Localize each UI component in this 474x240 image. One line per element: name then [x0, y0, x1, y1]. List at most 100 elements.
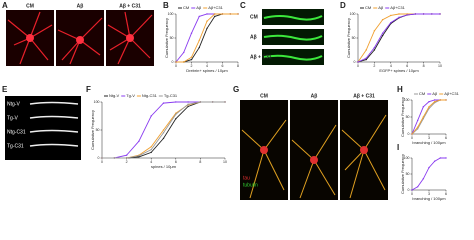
point: [365, 49, 367, 51]
x-axis-label: EGFP+ spines / 10μm: [379, 68, 419, 73]
y-tick-label: 50: [406, 172, 410, 176]
y-axis-label: Cumulative Frequency: [400, 154, 405, 194]
point: [411, 133, 413, 135]
point: [150, 146, 152, 148]
x-tick-label: 8: [199, 160, 201, 164]
y-tick-label: 50: [352, 36, 356, 40]
legend-label: Aβ+C31: [444, 91, 459, 96]
point: [439, 157, 442, 159]
x-tick-label: 0: [175, 64, 177, 68]
point: [138, 155, 140, 157]
point: [445, 99, 447, 101]
point: [175, 113, 177, 116]
point: [212, 101, 214, 103]
series-line: [411, 157, 446, 191]
point: [373, 30, 376, 32]
point: [183, 61, 185, 63]
point: [357, 61, 359, 63]
point: [365, 58, 367, 61]
y-tick-label: 0: [408, 188, 410, 192]
point: [416, 126, 419, 128]
y-tick-label: 0: [354, 60, 356, 64]
x-tick-label: 0: [411, 192, 413, 196]
image-label: Aβ + C31: [119, 3, 141, 9]
point: [414, 13, 417, 15]
panel-c-images: CM Aβ Aβ + C31: [250, 9, 324, 65]
panel-letter: F: [86, 85, 91, 94]
legend-label: Aβ+C31: [208, 5, 223, 10]
point: [214, 13, 216, 15]
point: [206, 27, 208, 30]
y-axis-label: Cumulative Frequency: [400, 97, 405, 137]
point: [398, 13, 400, 15]
point: [416, 119, 419, 122]
point: [224, 101, 226, 103]
point: [416, 186, 419, 188]
point: [162, 137, 165, 140]
legend-label: Aβ: [432, 91, 438, 96]
image-label: Tg-V: [7, 115, 19, 121]
point: [381, 32, 384, 34]
point: [183, 51, 185, 54]
point: [150, 151, 152, 154]
x-tick-label: 8: [423, 64, 425, 68]
point: [422, 13, 425, 15]
x-tick-label: 4: [206, 64, 208, 68]
y-tick-label: 100: [350, 12, 356, 16]
panel-letter: A: [2, 1, 8, 10]
image-label: Aβ: [77, 3, 84, 9]
point: [229, 13, 231, 15]
y-axis-label: Cumulative Frequency: [346, 18, 351, 58]
point: [162, 132, 165, 134]
point: [422, 178, 425, 180]
panel-g-images: CM Aβ Aβ + C31 tau tubulin: [240, 93, 388, 200]
x-axis-label: branching / 100μm: [412, 140, 446, 145]
legend-label: CM: [183, 5, 189, 10]
point: [101, 157, 103, 159]
point: [187, 103, 189, 105]
x-tick-label: 6: [406, 64, 408, 68]
point: [428, 166, 430, 169]
image-label: Aβ + C31: [353, 93, 375, 99]
x-tick-label: 2: [126, 160, 128, 164]
point: [150, 115, 152, 117]
point: [445, 157, 447, 159]
point: [433, 160, 436, 162]
panel-letter: G: [233, 85, 239, 94]
panel-a-images: CM Aβ Aβ + C31: [6, 3, 154, 66]
point: [390, 21, 392, 24]
point: [398, 16, 400, 19]
point: [113, 157, 116, 159]
point: [381, 19, 384, 21]
point: [138, 140, 140, 142]
point: [365, 57, 367, 59]
image-label: Ntg-V: [7, 101, 20, 107]
x-tick-label: 0: [101, 160, 103, 164]
point: [416, 128, 419, 130]
x-tick-label: 6: [175, 160, 177, 164]
x-tick-label: 6: [445, 136, 447, 140]
point: [198, 15, 200, 18]
image-label: Aβ + C31: [250, 54, 272, 60]
y-tick-label: 50: [170, 36, 174, 40]
point: [214, 15, 216, 18]
image-label: Aβ: [250, 34, 257, 40]
legend-label: Aβ: [378, 5, 384, 10]
point: [187, 101, 189, 103]
point: [433, 101, 436, 103]
stain-label: tubulin: [243, 182, 258, 188]
y-tick-label: 100: [404, 156, 410, 160]
point: [406, 13, 408, 15]
image-label: Aβ: [311, 93, 318, 99]
figure: CM Aβ Aβ + C31 CM Aβ Aβ + C31 Ntg-V Tg-V…: [2, 1, 460, 201]
legend-label: CM: [365, 5, 371, 10]
legend-label: CM: [419, 91, 425, 96]
point: [190, 32, 193, 34]
point: [373, 49, 376, 51]
x-axis-label: Drebrin+ spines / 10μm: [186, 68, 228, 73]
panel-letter: E: [2, 85, 8, 94]
point: [221, 13, 224, 15]
panel-e-images: Ntg-V Tg-V Ntg-C31 Tg-C31: [5, 96, 81, 160]
x-tick-label: 6: [222, 64, 224, 68]
y-tick-label: 0: [172, 60, 174, 64]
